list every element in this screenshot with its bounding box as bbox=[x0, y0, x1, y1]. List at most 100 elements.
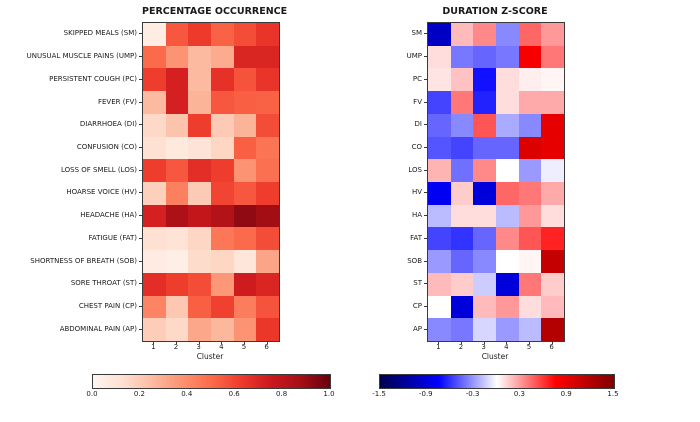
heatmap-cell bbox=[450, 318, 474, 341]
heatmap-cell bbox=[450, 295, 474, 319]
heatmap-cell bbox=[518, 295, 542, 319]
chart-title-duration-zscore: DURATION Z-SCORE bbox=[442, 6, 548, 17]
colorbar-tick-label: -0.3 bbox=[465, 390, 480, 398]
heatmap-cell bbox=[428, 159, 451, 182]
heatmap-cell bbox=[450, 181, 474, 205]
heatmap-cell bbox=[165, 113, 189, 137]
heatmap-cell bbox=[256, 159, 279, 182]
heatmap-cell bbox=[450, 272, 474, 296]
heatmap-cell bbox=[165, 250, 189, 273]
heatmap-cell bbox=[518, 204, 542, 228]
heatmap-cell bbox=[495, 159, 519, 182]
y-tick-label: FATIGUE (FAT) bbox=[88, 233, 137, 242]
y-tick-mark bbox=[424, 33, 427, 34]
heatmap-cell bbox=[541, 136, 564, 160]
y-tick-label: LOSS OF SMELL (LOS) bbox=[60, 165, 137, 174]
heatmap-cell bbox=[473, 23, 496, 46]
colorbar-tick-label: 1.5 bbox=[607, 390, 619, 398]
colorbar-tick-label: 0.6 bbox=[228, 390, 240, 398]
heatmap-cell bbox=[495, 45, 519, 69]
heatmap-cell bbox=[473, 136, 496, 160]
heatmap-cell bbox=[473, 68, 496, 92]
heatmap-cell bbox=[143, 295, 166, 319]
heatmap-cell bbox=[428, 272, 451, 296]
heatmap-cell bbox=[541, 318, 564, 341]
heatmap-cell bbox=[428, 318, 451, 341]
y-tick-label: HA bbox=[411, 211, 422, 220]
heatmap-cell bbox=[518, 23, 542, 46]
heatmap-cell bbox=[143, 204, 166, 228]
heatmap-cell bbox=[143, 272, 166, 296]
y-tick-mark bbox=[424, 192, 427, 193]
x-tick-mark bbox=[199, 341, 200, 344]
heatmap-cell bbox=[165, 136, 189, 160]
heatmap-cell bbox=[188, 113, 211, 137]
x-tick-mark bbox=[153, 341, 154, 344]
heatmap-cell bbox=[233, 23, 257, 46]
heatmap-grid-percentage-occurrence bbox=[142, 22, 280, 342]
y-tick-mark bbox=[139, 283, 142, 284]
heatmap-cell bbox=[210, 68, 234, 92]
heatmap-cell bbox=[210, 250, 234, 273]
heatmap-cell bbox=[210, 23, 234, 46]
heatmap-cell bbox=[541, 272, 564, 296]
heatmap-cell bbox=[518, 91, 542, 114]
heatmap-cell bbox=[210, 295, 234, 319]
heatmap-cell bbox=[541, 45, 564, 69]
y-tick-label: UNUSUAL MUSCLE PAINS (UMP) bbox=[26, 52, 137, 61]
heatmap-cell bbox=[495, 136, 519, 160]
y-tick-label: SM bbox=[411, 29, 422, 38]
heatmap-cell bbox=[428, 204, 451, 228]
y-tick-label: CP bbox=[412, 301, 422, 310]
heatmap-cell bbox=[233, 91, 257, 114]
x-tick-label: 1 bbox=[151, 343, 156, 351]
heatmap-cell bbox=[450, 113, 474, 137]
x-tick-label: 4 bbox=[504, 343, 509, 351]
heatmap-cell bbox=[188, 204, 211, 228]
x-tick-mark bbox=[438, 341, 439, 344]
heatmap-cell bbox=[233, 227, 257, 251]
heatmap-cell bbox=[518, 181, 542, 205]
heatmap-cell bbox=[233, 204, 257, 228]
y-tick-mark bbox=[424, 306, 427, 307]
heatmap-cell bbox=[518, 272, 542, 296]
heatmap-cell bbox=[541, 295, 564, 319]
heatmap-cell bbox=[143, 136, 166, 160]
heatmap-cell bbox=[143, 318, 166, 341]
colorbar-duration-zscore bbox=[379, 374, 615, 389]
heatmap-cell bbox=[188, 227, 211, 251]
heatmap-cell bbox=[210, 227, 234, 251]
chart-title-percentage-occurrence: PERCENTAGE OCCURRENCE bbox=[142, 6, 288, 17]
heatmap-cell bbox=[256, 136, 279, 160]
colorbar-percentage-occurrence bbox=[92, 374, 331, 389]
heatmap-cell bbox=[473, 91, 496, 114]
heatmap-cell bbox=[165, 318, 189, 341]
y-tick-mark bbox=[424, 79, 427, 80]
colorbar-tick-label: -1.5 bbox=[372, 390, 386, 398]
y-tick-mark bbox=[424, 102, 427, 103]
heatmap-cell bbox=[165, 272, 189, 296]
colorbar-tick-label: 0.8 bbox=[276, 390, 288, 398]
heatmap-cell bbox=[495, 250, 519, 273]
y-tick-label: SORE THROAT (ST) bbox=[70, 279, 137, 288]
heatmap-cell bbox=[143, 159, 166, 182]
x-tick-label: 5 bbox=[526, 343, 532, 351]
heatmap-cell bbox=[188, 318, 211, 341]
x-axis-label: Cluster bbox=[196, 352, 224, 361]
y-tick-mark bbox=[139, 56, 142, 57]
y-tick-label: SOB bbox=[407, 256, 422, 265]
y-tick-mark bbox=[139, 102, 142, 103]
heatmap-cell bbox=[165, 23, 189, 46]
heatmap-cell bbox=[473, 181, 496, 205]
colorbar-tick-label: 1.0 bbox=[323, 390, 335, 398]
y-tick-label: HOARSE VOICE (HV) bbox=[66, 188, 137, 197]
y-tick-mark bbox=[139, 238, 142, 239]
y-tick-label: PC bbox=[412, 74, 422, 83]
heatmap-cell bbox=[256, 23, 279, 46]
heatmap-cell bbox=[188, 23, 211, 46]
heatmap-cell bbox=[518, 113, 542, 137]
y-tick-mark bbox=[139, 215, 142, 216]
heatmap-cell bbox=[450, 204, 474, 228]
x-tick-label: 6 bbox=[549, 343, 554, 351]
